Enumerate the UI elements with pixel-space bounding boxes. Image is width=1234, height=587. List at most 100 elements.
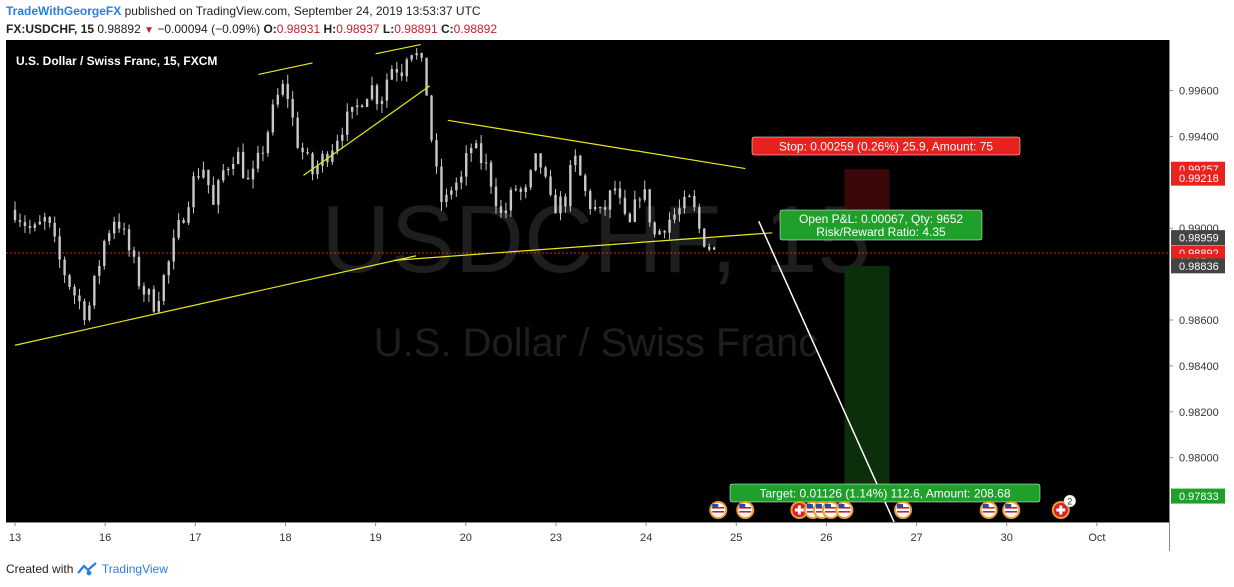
swiss-flag-event-icon[interactable] xyxy=(790,501,809,519)
candle xyxy=(688,194,691,198)
candle xyxy=(217,178,220,214)
candle xyxy=(519,186,522,201)
price-chart[interactable]: USDCHF, 15 U.S. Dollar / Swiss Franc Stop:… xyxy=(6,40,1228,551)
trendline[interactable] xyxy=(393,232,773,261)
x-tick-label: 26 xyxy=(820,532,832,544)
candle xyxy=(28,219,32,234)
us-flag-event-icon[interactable] xyxy=(736,501,755,519)
stop-label[interactable]: Stop: 0.00259 (0.26%) 25.9, Amount: 75 xyxy=(751,136,1021,156)
open-pnl-label[interactable]: Open P&L: 0.00067, Qty: 9652Risk/Reward … xyxy=(779,209,983,241)
candle xyxy=(246,169,250,180)
us-flag-event-icon[interactable] xyxy=(979,501,998,519)
candle xyxy=(286,74,289,109)
symbol-quote-line: FX:USDCHF, 15 0.98892 ▼ −0.00094 (−0.09%… xyxy=(6,22,497,36)
candle xyxy=(460,170,463,190)
candle xyxy=(470,143,473,162)
candle xyxy=(266,130,270,157)
candle xyxy=(370,76,374,101)
candle xyxy=(678,199,681,222)
candle xyxy=(589,189,592,215)
us-flag-event-icon[interactable] xyxy=(709,501,728,519)
candle xyxy=(281,79,284,97)
tradingview-brand[interactable]: TradingView xyxy=(101,562,168,576)
x-tick-label: 24 xyxy=(640,532,652,544)
target-label[interactable]: Target: 0.01126 (1.14%) 112.6, Amount: 2… xyxy=(729,483,1041,503)
open-pnl-label-text: Risk/Reward Ratio: 4.35 xyxy=(816,225,946,239)
chart-area[interactable]: USDCHF, 15 U.S. Dollar / Swiss Franc Stop:… xyxy=(6,40,1228,551)
candle xyxy=(112,216,116,239)
author-link[interactable]: TradeWithGeorgeFX xyxy=(6,4,122,18)
trendline[interactable] xyxy=(447,119,746,170)
candle xyxy=(638,197,641,209)
watermark-name: U.S. Dollar / Swiss Franc xyxy=(374,321,819,365)
price-badge-entry: 0.98836 xyxy=(1171,258,1225,274)
price-badge-text: 0.98959 xyxy=(1179,233,1219,245)
candle xyxy=(554,189,557,214)
candle xyxy=(499,199,503,218)
down-triangle-icon: ▼ xyxy=(144,25,154,36)
low-label: L: xyxy=(382,22,395,36)
candle xyxy=(291,90,294,127)
candle xyxy=(390,65,394,81)
candle xyxy=(68,273,71,290)
candle xyxy=(63,256,66,283)
candle xyxy=(117,213,121,233)
candle xyxy=(127,224,131,257)
candle xyxy=(103,239,106,270)
footer: Created with TradingView xyxy=(6,562,168,576)
candle xyxy=(494,178,498,214)
candle xyxy=(712,246,716,251)
candle xyxy=(197,168,200,180)
open-value: 0.98931 xyxy=(276,22,321,36)
candle xyxy=(445,188,448,208)
candle xyxy=(579,154,582,176)
candle xyxy=(425,57,428,96)
us-flag-event-icon[interactable] xyxy=(894,501,913,519)
trendline[interactable] xyxy=(14,255,417,346)
candle xyxy=(430,94,433,143)
us-flag-event-icon[interactable] xyxy=(1002,501,1021,519)
y-tick-label: 0.99600 xyxy=(1179,85,1219,97)
trendline[interactable] xyxy=(258,62,313,76)
candle xyxy=(375,83,379,111)
us-flag-event-icon[interactable] xyxy=(835,501,854,519)
x-tick-label: 18 xyxy=(279,532,291,544)
candle xyxy=(385,73,389,108)
forecast-line[interactable] xyxy=(758,221,895,523)
candle xyxy=(227,166,230,176)
candle xyxy=(365,98,369,108)
trendline[interactable] xyxy=(375,44,421,55)
candle xyxy=(152,285,156,314)
candle xyxy=(380,96,384,114)
target-zone[interactable] xyxy=(844,265,890,497)
candle xyxy=(564,193,567,213)
swiss-flag-event-icon[interactable]: 2 xyxy=(1051,494,1077,519)
candle xyxy=(23,215,27,233)
plot-background[interactable] xyxy=(6,40,1169,522)
x-tick-label: 20 xyxy=(460,532,472,544)
candle xyxy=(78,288,81,310)
candle xyxy=(683,190,686,214)
candle xyxy=(360,104,364,108)
candle xyxy=(222,164,225,183)
candle xyxy=(420,52,423,62)
candle xyxy=(410,54,413,62)
candle xyxy=(405,57,408,82)
published-text: published on TradingView.com, September … xyxy=(124,4,481,18)
candle xyxy=(474,139,478,149)
us-flag-event-icon[interactable] xyxy=(821,501,840,519)
watermark-symbol: USDCHF, 15 xyxy=(321,186,870,293)
candle xyxy=(122,222,126,236)
candle xyxy=(157,291,161,314)
candle xyxy=(271,99,275,136)
candle xyxy=(549,170,552,197)
candle xyxy=(400,64,403,81)
candle xyxy=(415,48,418,60)
x-tick-label: 19 xyxy=(370,532,382,544)
trendline[interactable] xyxy=(303,85,431,176)
candle xyxy=(509,187,513,217)
price-badge-text: 0.99218 xyxy=(1179,173,1219,185)
candle xyxy=(296,111,299,150)
y-tick-label: 0.98200 xyxy=(1179,407,1219,419)
y-tick-label: 0.98400 xyxy=(1179,361,1219,373)
